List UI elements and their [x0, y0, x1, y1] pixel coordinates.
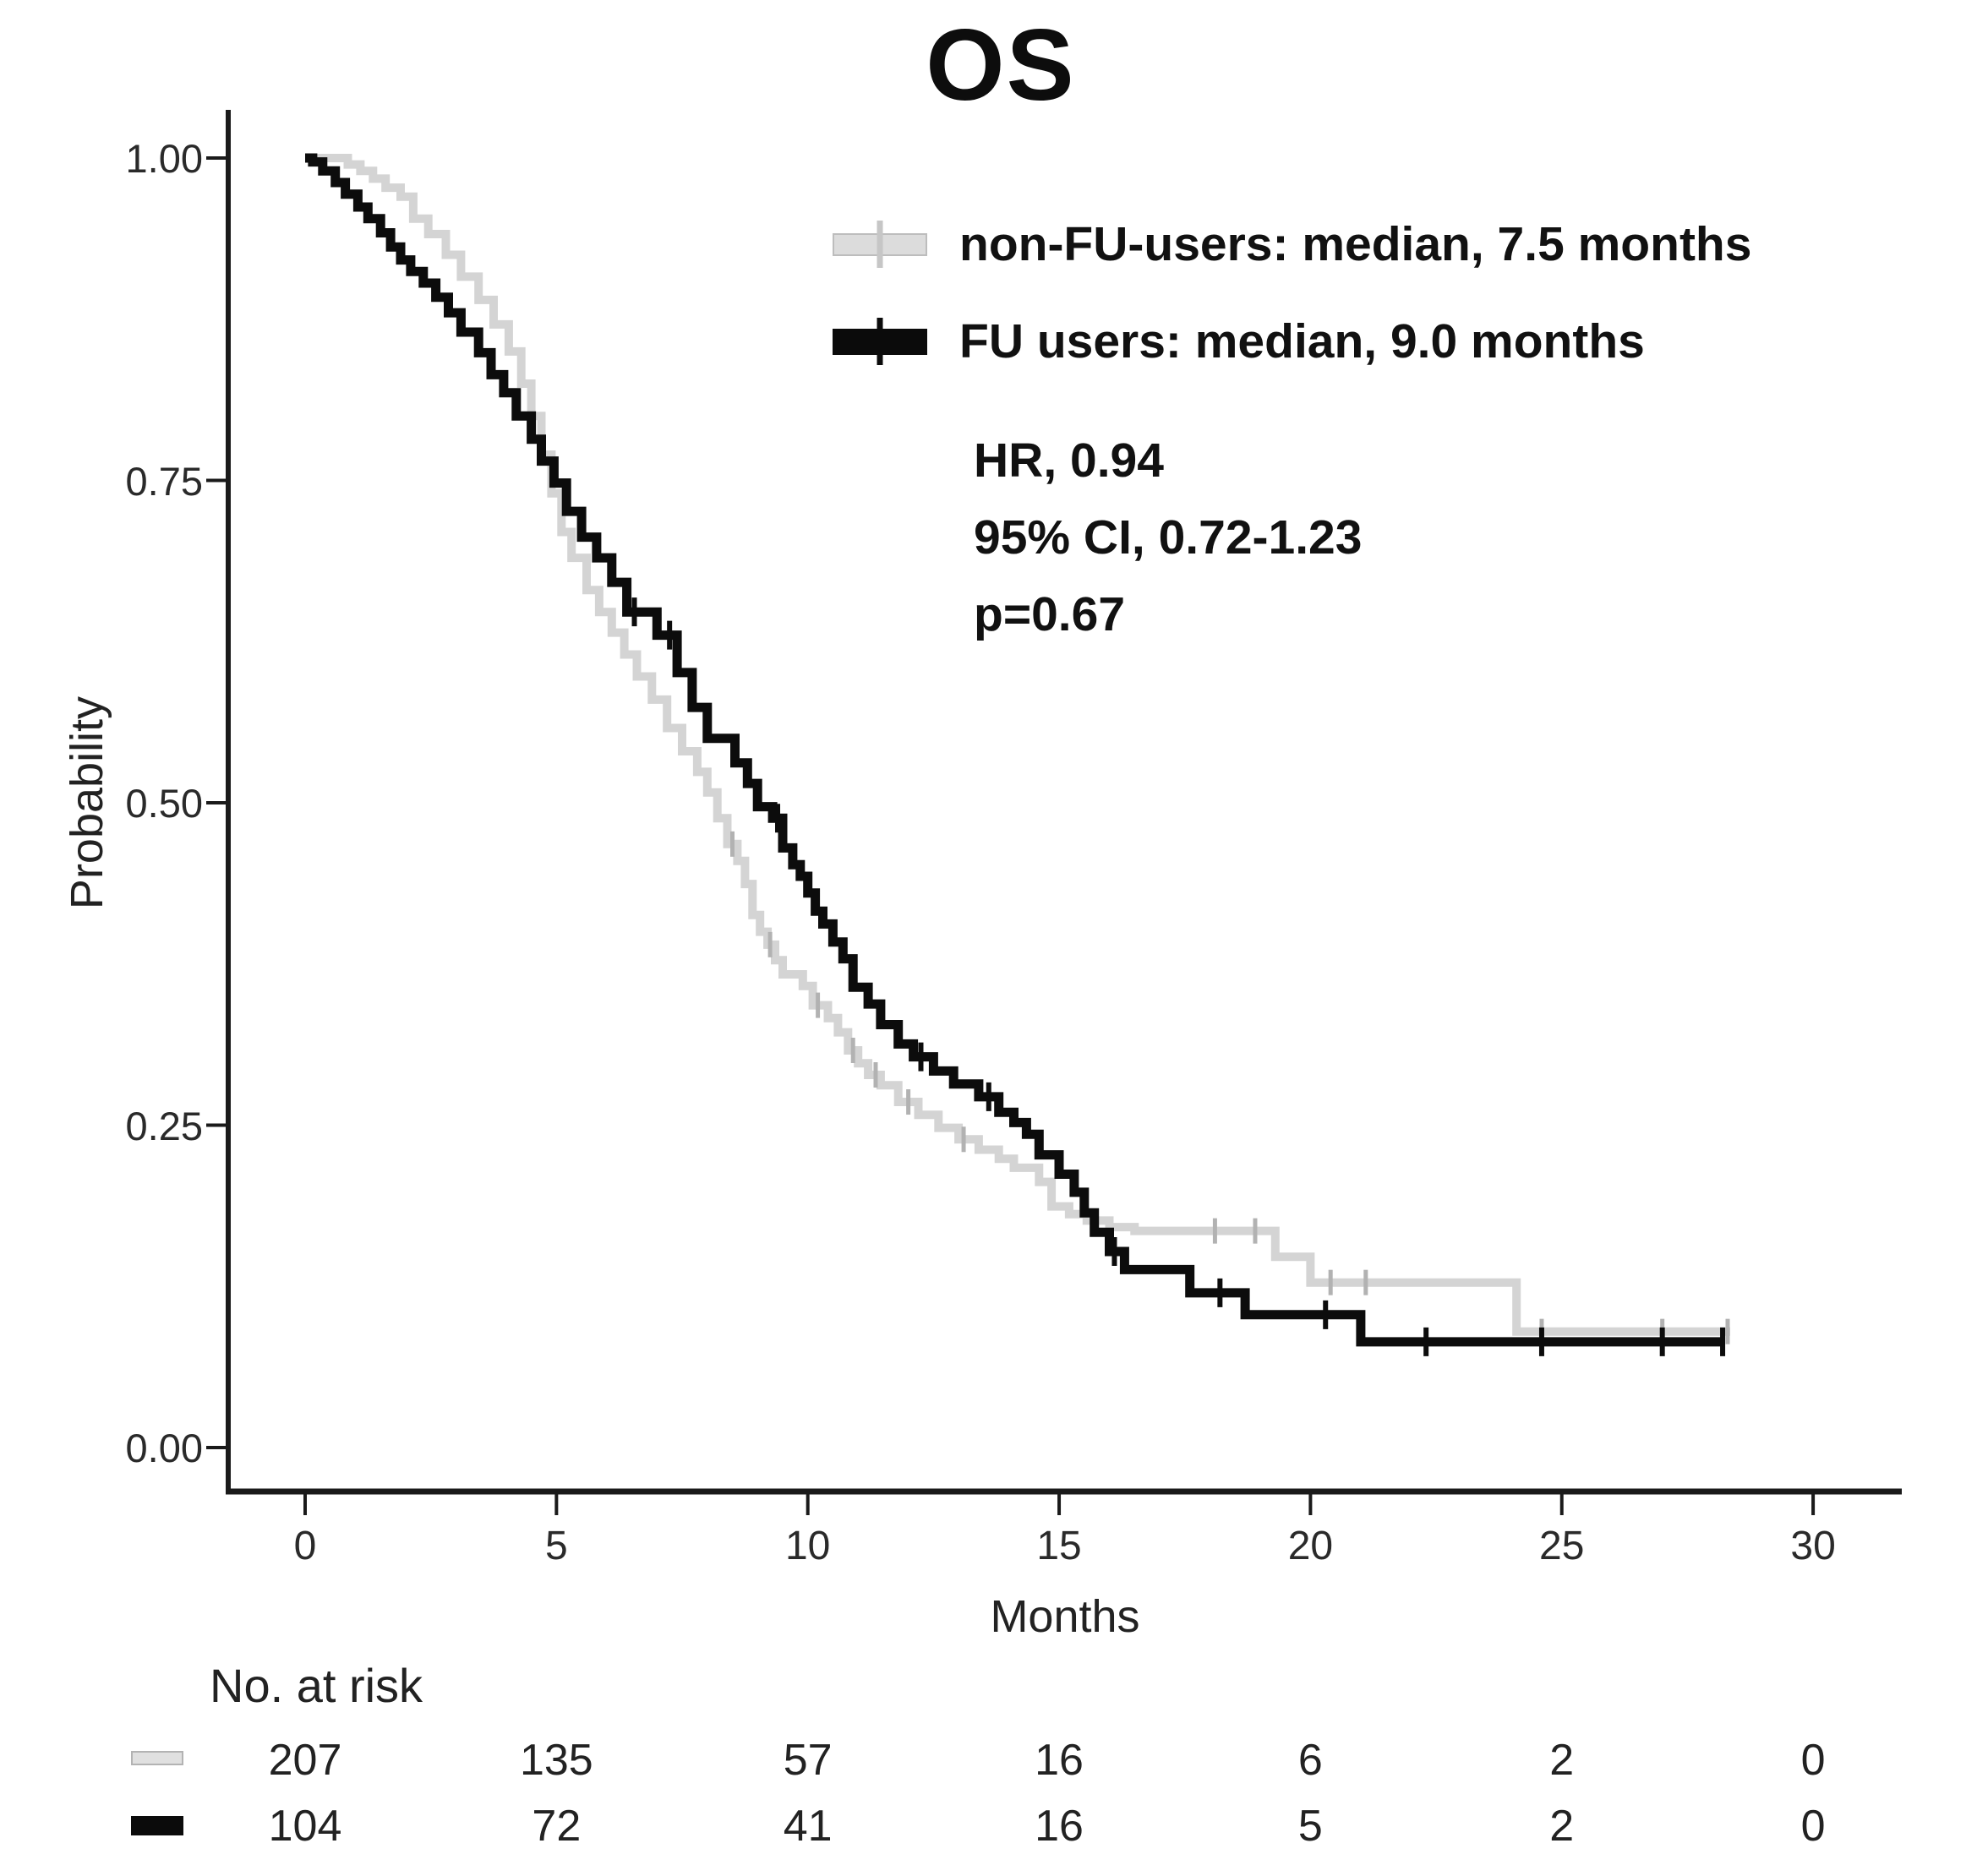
y-tick-label: 1.00	[125, 136, 203, 181]
legend-label-fu-users: FU users: median, 9.0 months	[959, 314, 1645, 368]
risk-count-fu-users: 104	[268, 1802, 342, 1851]
x-tick-label: 5	[544, 1524, 568, 1568]
km-curve-fu-users	[305, 153, 1725, 1347]
x-axis-title: Months	[990, 1591, 1140, 1642]
risk-count-non-fu-users: 2	[1549, 1736, 1575, 1785]
risk-row-key-fu-users	[131, 1816, 183, 1835]
risk-count-non-fu-users: 16	[1035, 1736, 1084, 1785]
p-value-text: p=0.67	[974, 587, 1126, 641]
x-tick-label: 25	[1539, 1524, 1585, 1568]
y-tick-label: 0.00	[125, 1426, 203, 1470]
x-tick-label: 10	[784, 1524, 831, 1568]
risk-count-fu-users: 41	[783, 1802, 833, 1851]
censor-plus-icon	[877, 221, 883, 268]
stats-annotation: HR, 0.94 95% CI, 0.72-1.23 p=0.67	[974, 423, 1362, 653]
x-tick-label: 30	[1790, 1524, 1836, 1568]
hazard-ratio-text: HR, 0.94	[974, 434, 1164, 488]
risk-count-non-fu-users: 6	[1297, 1736, 1323, 1785]
x-tick-label: 0	[293, 1524, 317, 1568]
x-tick-label: 15	[1036, 1524, 1082, 1568]
x-tick-label: 20	[1287, 1524, 1334, 1568]
risk-count-non-fu-users: 0	[1800, 1736, 1826, 1785]
risk-count-non-fu-users: 57	[783, 1736, 833, 1785]
y-tick-label: 0.75	[125, 458, 203, 504]
risk-row-key-non-fu-users	[131, 1751, 183, 1765]
legend-label-non-fu-users: non-FU-users: median, 7.5 months	[959, 217, 1752, 271]
y-tick-label: 0.25	[125, 1103, 203, 1148]
y-tick-label: 0.50	[125, 781, 203, 826]
chart-title: OS	[926, 8, 1076, 122]
km-curve-non-fu-users	[305, 154, 1730, 1336]
risk-count-fu-users: 16	[1035, 1802, 1084, 1851]
risk-count-fu-users: 72	[532, 1802, 582, 1851]
risk-table-header: No. at risk	[210, 1659, 423, 1712]
risk-count-fu-users: 5	[1297, 1802, 1323, 1851]
confidence-interval-text: 95% CI, 0.72-1.23	[974, 510, 1363, 564]
risk-count-non-fu-users: 207	[268, 1736, 342, 1785]
risk-count-non-fu-users: 135	[519, 1736, 593, 1785]
legend-item-fu-users: FU users: median, 9.0 months	[833, 303, 1645, 380]
legend-item-non-fu-users: non-FU-users: median, 7.5 months	[833, 205, 1751, 283]
risk-count-fu-users: 2	[1549, 1802, 1575, 1851]
risk-count-fu-users: 0	[1800, 1802, 1826, 1851]
legend-key-fu-users	[833, 318, 927, 365]
censor-plus-icon	[877, 318, 883, 365]
legend-key-non-fu-users	[833, 221, 927, 268]
